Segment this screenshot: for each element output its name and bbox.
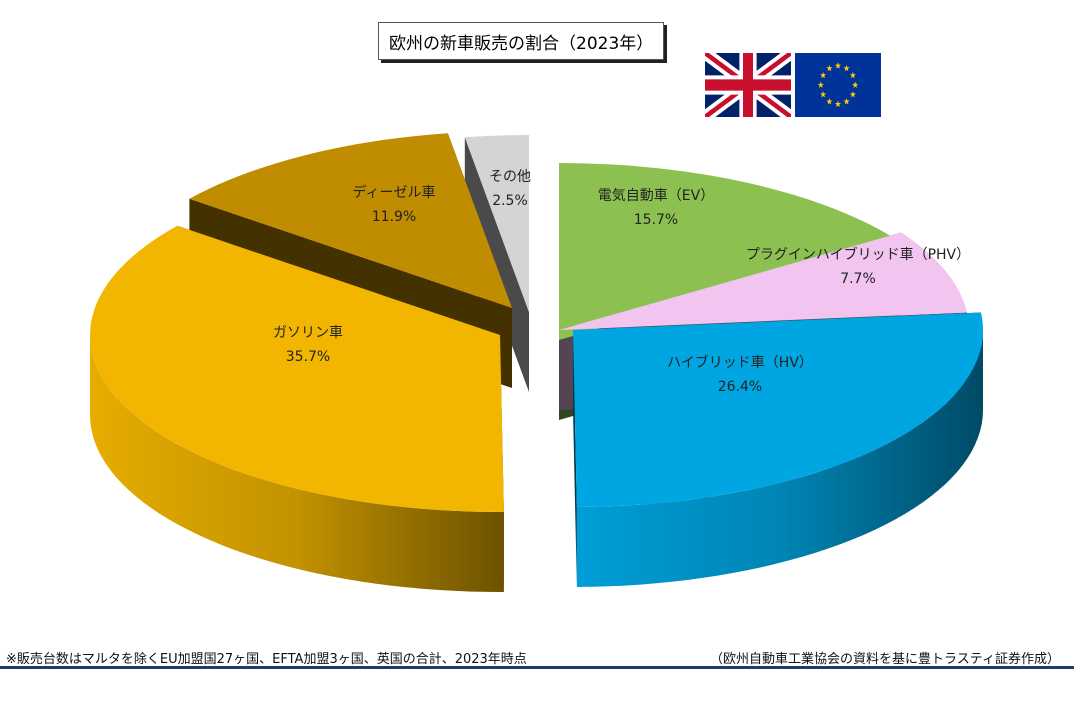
- slice-name-label: 電気自動車（EV）: [598, 187, 714, 204]
- eu-flag-icon: [795, 53, 881, 117]
- slice-name-label: ディーゼル車: [352, 184, 435, 201]
- slice-top-2: [573, 312, 984, 507]
- slice-name-label: ハイブリッド車（HV）: [667, 354, 813, 371]
- bottom-rule: [0, 666, 1074, 669]
- slice-name-label: プラグインハイブリッド車（PHV）: [746, 246, 970, 263]
- slice-value-label: 11.9%: [372, 209, 416, 225]
- footnote: ※販売台数はマルタを除くEU加盟国27ヶ国、EFTA加盟3ヶ国、英国の合計、20…: [6, 652, 527, 667]
- slice-outer-wall-3: [90, 335, 504, 592]
- slice-name-label: その他: [489, 169, 531, 185]
- slice-top-1: [559, 232, 967, 330]
- slice-value-label: 15.7%: [634, 212, 678, 228]
- chart-title: 欧州の新車販売の割合（2023年）: [378, 22, 665, 60]
- slice-value-label: 35.7%: [286, 349, 330, 365]
- slice-top-5: [464, 135, 529, 312]
- slice-value-label: 7.7%: [840, 271, 876, 287]
- slice-name-label: ガソリン車: [273, 324, 343, 341]
- slice-side-face-5: [464, 137, 529, 392]
- source-note: （欧州自動車工業協会の資料を基に豊トラスティ証券作成）: [710, 652, 1060, 667]
- slice-top-0: [559, 163, 902, 340]
- slice-value-label: 26.4%: [718, 379, 762, 395]
- slice-top-4: [189, 133, 512, 308]
- slice-top-3: [90, 225, 504, 513]
- slice-side-face-2: [573, 330, 577, 587]
- slice-value-label: 2.5%: [492, 193, 528, 209]
- slice-outer-wall-2: [576, 330, 983, 587]
- uk-flag-icon: [705, 53, 791, 117]
